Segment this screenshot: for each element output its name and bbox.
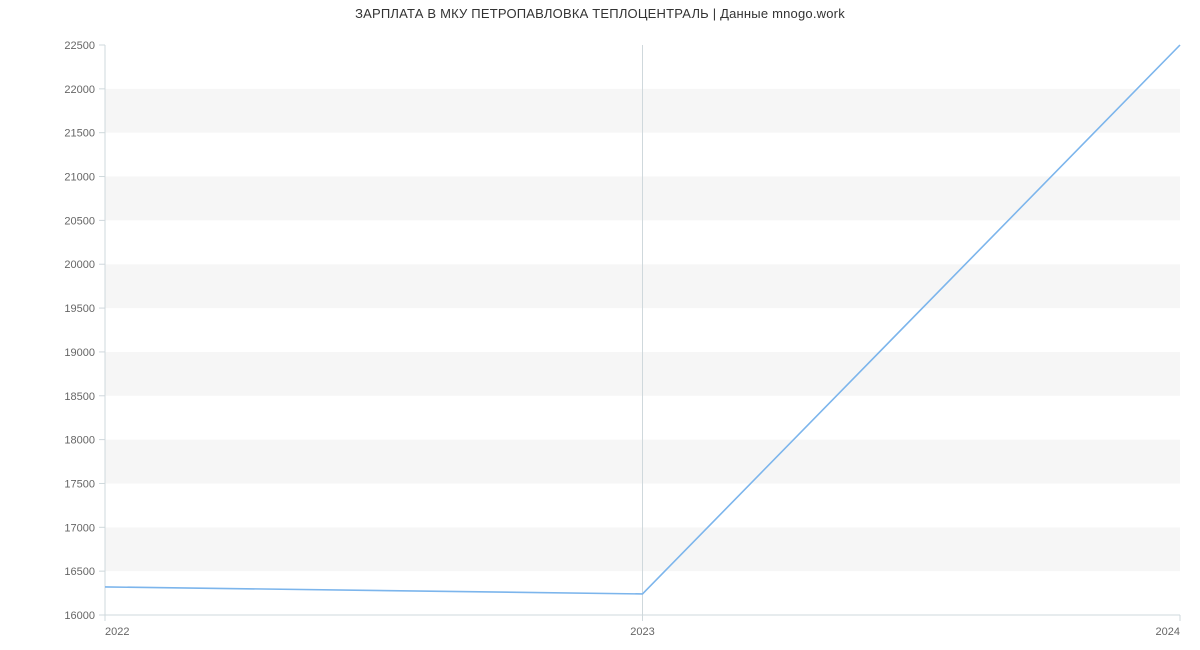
y-tick-label: 19500 <box>64 303 95 315</box>
y-tick-label: 20500 <box>64 215 95 227</box>
y-tick-label: 22500 <box>64 40 95 52</box>
y-tick-label: 17000 <box>64 522 95 534</box>
line-chart: 16000 16500 17000 17500 18000 18500 19000 19500… <box>0 0 1200 650</box>
y-tick-label: 20000 <box>64 259 95 271</box>
y-tick-label: 19000 <box>64 347 95 359</box>
y-tick-label: 16500 <box>64 566 95 578</box>
y-tick-label: 18000 <box>64 435 95 447</box>
x-tick-label: 2024 <box>1156 626 1180 638</box>
y-tick-label: 16000 <box>64 610 95 622</box>
x-tick-label: 2023 <box>630 626 654 638</box>
y-tick-label: 17500 <box>64 478 95 490</box>
y-tick-label: 21500 <box>64 128 95 140</box>
x-tick-label: 2022 <box>105 626 129 638</box>
y-tick-label: 21000 <box>64 172 95 184</box>
y-tick-label: 22000 <box>64 84 95 96</box>
y-tick-label: 18500 <box>64 391 95 403</box>
